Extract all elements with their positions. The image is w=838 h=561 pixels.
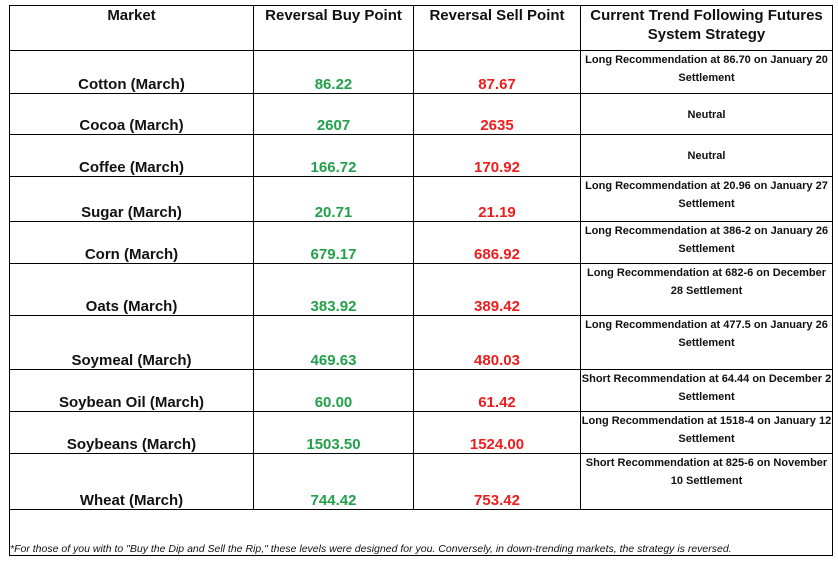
sell-point-cell: 21.19 <box>413 176 581 222</box>
table-row: Corn (March) 679.17 686.92 Long Recommendat… <box>9 221 833 264</box>
header-market: Market <box>9 5 254 51</box>
sell-point-cell: 389.42 <box>413 263 581 316</box>
strategy-cell: Long Recommendation at 20.96 on January … <box>580 176 833 222</box>
market-cell: Sugar (March) <box>9 176 254 222</box>
buy-point-cell: 166.72 <box>253 134 414 177</box>
market-cell: Wheat (March) <box>9 453 254 510</box>
market-cell: Corn (March) <box>9 221 254 264</box>
sell-point-cell: 61.42 <box>413 369 581 412</box>
sell-point-cell: 753.42 <box>413 453 581 510</box>
strategy-cell: Long Recommendation at 86.70 on January … <box>580 50 833 94</box>
table-row: Coffee (March) 166.72 170.92 Neutral <box>9 134 833 177</box>
strategy-cell: Long Recommendation at 1518-4 on January… <box>580 411 833 454</box>
header-buy: Reversal Buy Point <box>253 5 414 51</box>
strategy-cell: Short Recommendation at 825-6 on Novembe… <box>580 453 833 510</box>
table-body: Cotton (March) 86.22 87.67 Long Recommendat… <box>9 50 833 510</box>
market-cell: Coffee (March) <box>9 134 254 177</box>
header-sell: Reversal Sell Point <box>413 5 581 51</box>
reversal-points-table: Market Reversal Buy Point Reversal Sell … <box>9 5 833 556</box>
buy-point-cell: 60.00 <box>253 369 414 412</box>
table-row: Soymeal (March) 469.63 480.03 Long Recommen… <box>9 315 833 370</box>
buy-point-cell: 20.71 <box>253 176 414 222</box>
strategy-cell: Neutral <box>580 134 833 177</box>
table-row: Soybean Oil (March) 60.00 61.42 Short Recom… <box>9 369 833 412</box>
market-cell: Cocoa (March) <box>9 93 254 135</box>
buy-point-cell: 2607 <box>253 93 414 135</box>
sell-point-cell: 87.67 <box>413 50 581 94</box>
market-cell: Soymeal (March) <box>9 315 254 370</box>
sell-point-cell: 686.92 <box>413 221 581 264</box>
table-row: Soybeans (March) 1503.50 1524.00 Long Recom… <box>9 411 833 454</box>
market-cell: Soybeans (March) <box>9 411 254 454</box>
market-cell: Cotton (March) <box>9 50 254 94</box>
footnote: *For those of you with to "Buy the Dip a… <box>9 509 833 556</box>
sell-point-cell: 1524.00 <box>413 411 581 454</box>
strategy-cell: Neutral <box>580 93 833 135</box>
table-row: Wheat (March) 744.42 753.42 Short Recommend… <box>9 453 833 510</box>
strategy-cell: Short Recommendation at 64.44 on Decembe… <box>580 369 833 412</box>
sell-point-cell: 170.92 <box>413 134 581 177</box>
header-row: Market Reversal Buy Point Reversal Sell … <box>9 5 833 51</box>
header-strategy: Current Trend Following Futures System S… <box>580 5 833 51</box>
buy-point-cell: 86.22 <box>253 50 414 94</box>
strategy-cell: Long Recommendation at 386-2 on January … <box>580 221 833 264</box>
market-cell: Oats (March) <box>9 263 254 316</box>
strategy-cell: Long Recommendation at 682-6 on December… <box>580 263 833 316</box>
table-row: Oats (March) 383.92 389.42 Long Recommendat… <box>9 263 833 316</box>
sell-point-cell: 480.03 <box>413 315 581 370</box>
buy-point-cell: 744.42 <box>253 453 414 510</box>
table-row: Sugar (March) 20.71 21.19 Long Recommendati… <box>9 176 833 222</box>
footnote-row: *For those of you with to "Buy the Dip a… <box>9 509 833 556</box>
table-row: Cocoa (March) 2607 2635 Neutral <box>9 93 833 135</box>
buy-point-cell: 469.63 <box>253 315 414 370</box>
buy-point-cell: 383.92 <box>253 263 414 316</box>
buy-point-cell: 679.17 <box>253 221 414 264</box>
sell-point-cell: 2635 <box>413 93 581 135</box>
table-row: Cotton (March) 86.22 87.67 Long Recommendat… <box>9 50 833 94</box>
buy-point-cell: 1503.50 <box>253 411 414 454</box>
strategy-cell: Long Recommendation at 477.5 on January … <box>580 315 833 370</box>
market-cell: Soybean Oil (March) <box>9 369 254 412</box>
